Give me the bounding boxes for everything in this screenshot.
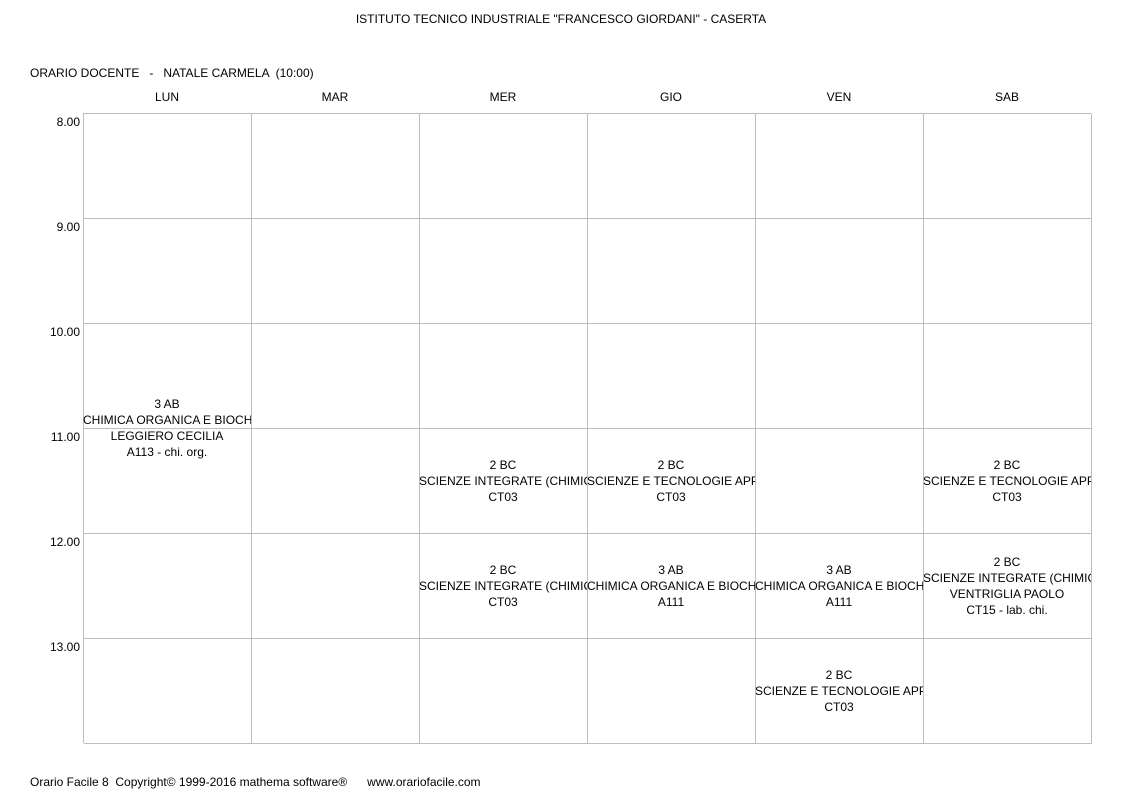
lesson-detail: CT03 [824, 699, 854, 714]
lesson-detail: CHIMICA ORGANICA E BIOCHIMI [83, 413, 251, 427]
lesson-detail: SCIENZE INTEGRATE (CHIMICA [419, 578, 587, 593]
lesson-detail: CT03 [488, 489, 518, 504]
lesson-detail: A113 - chi. org. [126, 445, 208, 459]
grid-column-line [251, 114, 252, 744]
footer-copyright: Orario Facile 8 Copyright© 1999-2016 mat… [30, 775, 481, 789]
lesson-class: 3 AB [826, 562, 852, 577]
grid-column-line [755, 114, 756, 744]
lesson-cell: 2 BC SCIENZE INTEGRATE (CHIMICA VENTRIGLIA… [923, 554, 1091, 618]
lesson-cell: 2 BC SCIENZE INTEGRATE (CHIMICA CT03 [419, 457, 587, 505]
lesson-detail: CHIMICA ORGANICA E BIOCHIMI [587, 578, 755, 593]
day-header-gio: GIO [659, 90, 682, 104]
lesson-class: 2 BC [825, 667, 853, 682]
grid-row-line [84, 638, 1092, 639]
lesson-detail: SCIENZE E TECNOLOGIE APPLI [755, 683, 923, 698]
grid-row-line [84, 533, 1092, 534]
grid-column-line [1091, 114, 1092, 744]
lesson-class: 2 BC [489, 562, 517, 577]
lesson-detail: SCIENZE INTEGRATE (CHIMICA [923, 570, 1091, 585]
time-label: 10.00 [49, 325, 80, 339]
lesson-detail: SCIENZE INTEGRATE (CHIMICA [419, 473, 587, 488]
day-header-mar: MAR [321, 90, 349, 104]
lesson-detail: A111 [825, 594, 853, 609]
lesson-detail: SCIENZE E TECNOLOGIE APPLI [587, 473, 755, 488]
lesson-class: 2 BC [993, 554, 1021, 569]
day-header-mer: MER [489, 90, 517, 104]
time-label: 13.00 [49, 640, 80, 654]
lesson-detail: VENTRIGLIA PAOLO [949, 586, 1065, 601]
lesson-cell: 2 BC SCIENZE E TECNOLOGIE APPLI CT03 [755, 667, 923, 715]
lesson-cell: 3 AB CHIMICA ORGANICA E BIOCHIMI A111 [755, 562, 923, 610]
lesson-detail: LEGGIERO CECILIA [110, 429, 224, 443]
lesson-detail: CT03 [992, 489, 1022, 504]
grid-row-line [84, 323, 1092, 324]
day-header-lun: LUN [154, 90, 179, 104]
lesson-detail: CT03 [488, 594, 518, 609]
lesson-cell: 2 BC SCIENZE E TECNOLOGIE APPLI CT03 [923, 457, 1091, 505]
lesson-detail: CHIMICA ORGANICA E BIOCHIMI [755, 578, 923, 593]
lesson-cell: 2 BC SCIENZE E TECNOLOGIE APPLI CT03 [587, 457, 755, 505]
grid-column-line [923, 114, 924, 744]
timetable-grid [83, 113, 1092, 744]
lesson-detail: SCIENZE E TECNOLOGIE APPLI [923, 473, 1091, 488]
grid-column-line [419, 114, 420, 744]
teacher-schedule-title: ORARIO DOCENTE - NATALE CARMELA (10:00) [30, 66, 314, 80]
grid-row-line [84, 218, 1092, 219]
time-label: 11.00 [50, 430, 80, 444]
lesson-detail: CT15 - lab. chi. [966, 602, 1048, 617]
grid-column-line [587, 114, 588, 744]
lesson-class: 2 BC [657, 457, 685, 472]
lesson-cell: 3 AB CHIMICA ORGANICA E BIOCHIMI A111 [587, 562, 755, 610]
lesson-detail: A111 [657, 594, 685, 609]
time-label: 12.00 [49, 535, 80, 549]
lesson-class: 2 BC [993, 457, 1021, 472]
lesson-class: 3 AB [658, 562, 684, 577]
grid-row-line [84, 428, 1092, 429]
day-header-ven: VEN [826, 90, 852, 104]
time-label: 9.00 [56, 220, 80, 234]
time-label: 8.00 [56, 115, 80, 129]
lesson-cell: 3 AB CHIMICA ORGANICA E BIOCHIMI LEGGIERO … [83, 396, 251, 460]
grid-row-line [84, 743, 1092, 744]
school-title: ISTITUTO TECNICO INDUSTRIALE "FRANCESCO … [355, 12, 767, 26]
lesson-class: 2 BC [489, 457, 517, 472]
lesson-class: 3 AB [154, 397, 180, 411]
lesson-cell: 2 BC SCIENZE INTEGRATE (CHIMICA CT03 [419, 562, 587, 610]
day-header-sab: SAB [994, 90, 1019, 104]
lesson-detail: CT03 [656, 489, 686, 504]
